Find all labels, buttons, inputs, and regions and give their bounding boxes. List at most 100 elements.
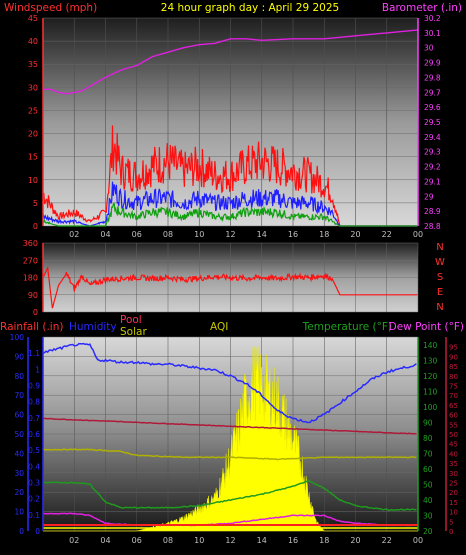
baro-y-tick-label: 28.8 — [424, 222, 441, 231]
solar-legend: Solar — [120, 326, 147, 338]
pct2-y-tick-label: 50 — [449, 431, 458, 439]
pct2-y-tick-label: 85 — [449, 363, 458, 371]
rain-y-tick-label: 0.9 — [28, 382, 40, 391]
rain-x-tick-label: 08 — [163, 536, 173, 545]
compass-label: S — [437, 272, 443, 283]
wind-y-tick-label: 5 — [33, 199, 38, 208]
baro-y-tick-label: 28.9 — [424, 207, 441, 216]
wind-series-wind-low — [43, 202, 418, 227]
pct2-y-tick-label: 40 — [449, 450, 458, 458]
pct-y-tick-label: 70 — [14, 391, 24, 400]
rain-y-tick-label: 0.6 — [28, 430, 40, 439]
rain-y-tick-label: 0.5 — [28, 446, 40, 455]
baro-y-tick-label: 29.6 — [424, 103, 441, 112]
temp-y-tick-label: 60 — [423, 465, 433, 474]
wind-direction-line — [42, 265, 418, 309]
pct2-y-tick-label: 95 — [449, 344, 458, 352]
compass-label: N — [436, 242, 443, 253]
temp-y-tick-label: 120 — [423, 372, 438, 381]
pool-legend: Pool — [120, 314, 142, 326]
pct2-y-tick-label: 45 — [449, 441, 458, 449]
dew-axis-label: Dew Point (°F) — [389, 321, 464, 333]
rain-y-tick-label: 1.1 — [28, 349, 40, 358]
temp-axis-label: Temperature (°F) — [302, 321, 392, 333]
wind-y-tick-label: 25 — [28, 106, 38, 115]
rain-x-tick-label: 04 — [100, 536, 110, 545]
baro-axis-label: Barometer (.in) — [382, 2, 462, 14]
temp-y-tick-label: 140 — [423, 341, 438, 350]
baro-y-tick-label: 29.7 — [424, 88, 441, 97]
compass-label: W — [435, 257, 445, 268]
wind-x-tick-label: 16 — [288, 230, 298, 239]
wind-x-tick-label: 22 — [382, 230, 392, 239]
wind-x-tick-label: 06 — [132, 230, 142, 239]
dew-series-line — [42, 512, 417, 527]
temp-y-tick-label: 20 — [423, 527, 433, 536]
pct-y-tick-label: 80 — [14, 372, 24, 381]
pct-y-tick-label: 40 — [14, 449, 24, 458]
baro-series-line — [43, 29, 419, 95]
rain-y-tick-label: 0.8 — [28, 398, 40, 407]
pct2-y-tick-label: 75 — [449, 383, 458, 391]
dir-y-tick-label: 90 — [28, 291, 38, 300]
pct2-y-tick-label: 15 — [449, 499, 458, 507]
rain-axis-label: Rainfall (.in) — [0, 321, 63, 333]
temp-y-tick-label: 130 — [423, 356, 438, 365]
rain-y-tick-label: 0.7 — [28, 414, 40, 423]
baro-y-tick-label: 30.1 — [424, 29, 441, 38]
pool-series-line — [42, 417, 417, 435]
pct2-y-tick-label: 80 — [449, 373, 458, 381]
wind-x-tick-label: 14 — [257, 230, 267, 239]
wind-y-tick-label: 40 — [28, 37, 38, 46]
rain-x-tick-label: 22 — [382, 536, 392, 545]
solar-area — [43, 346, 418, 532]
aqi-series-line — [42, 448, 417, 461]
wind-x-tick-label: 00 — [413, 230, 423, 239]
wind-y-tick-label: 30 — [28, 83, 38, 92]
dir-y-tick-label: 180 — [23, 274, 38, 283]
wind-x-tick-label: 12 — [225, 230, 235, 239]
pct2-y-tick-label: 60 — [449, 412, 458, 420]
wind-axis-label: Windspeed (mph) — [4, 2, 97, 14]
baro-y-tick-label: 29.9 — [424, 59, 441, 68]
pct-y-tick-label: 50 — [14, 430, 24, 439]
baro-y-tick-label: 29.4 — [424, 133, 441, 142]
temp-y-tick-label: 100 — [423, 403, 438, 412]
baro-y-tick-label: 29.3 — [424, 148, 441, 157]
baro-y-tick-label: 29.2 — [424, 163, 441, 172]
pct-y-tick-label: 90 — [14, 352, 24, 361]
rain-y-tick-label: 0 — [35, 527, 40, 536]
aqi-legend: AQI — [210, 321, 228, 333]
pct2-y-tick-label: 35 — [449, 460, 458, 468]
temp-y-tick-label: 70 — [423, 449, 433, 458]
rain-x-tick-label: 00 — [413, 536, 423, 545]
dir-y-tick-label: 0 — [33, 308, 38, 317]
humidity-series-line — [42, 342, 417, 424]
rain-y-tick-label: 0.2 — [28, 495, 40, 504]
pct2-y-tick-label: 30 — [449, 470, 458, 478]
pct2-y-tick-label: 90 — [449, 353, 458, 361]
compass-label: N — [436, 302, 443, 313]
pct-y-tick-label: 60 — [14, 411, 24, 420]
pct2-y-tick-label: 5 — [449, 518, 453, 526]
wind-y-tick-label: 45 — [28, 14, 38, 23]
pct2-y-tick-label: 25 — [449, 480, 458, 488]
rain-y-tick-label: 0.3 — [28, 479, 40, 488]
temp-y-tick-label: 90 — [423, 418, 433, 427]
rain-x-tick-label: 14 — [257, 536, 267, 545]
baro-y-tick-label: 30.2 — [424, 14, 441, 23]
temp-y-tick-label: 110 — [423, 387, 438, 396]
chart-title: 24 hour graph day : April 29 2025 — [161, 2, 339, 14]
dir-y-tick-label: 270 — [23, 256, 38, 265]
baro-y-tick-label: 29.5 — [424, 118, 441, 127]
temp-y-tick-label: 80 — [423, 434, 433, 443]
temp-y-tick-label: 30 — [423, 511, 433, 520]
baro-y-tick-label: 29.8 — [424, 73, 441, 82]
pct-y-tick-label: 10 — [14, 508, 24, 517]
rain-x-tick-label: 18 — [319, 536, 329, 545]
pct2-y-tick-label: 65 — [449, 402, 458, 410]
dir-y-tick-label: 360 — [23, 239, 38, 248]
humidity-legend: Humidity — [69, 321, 117, 333]
